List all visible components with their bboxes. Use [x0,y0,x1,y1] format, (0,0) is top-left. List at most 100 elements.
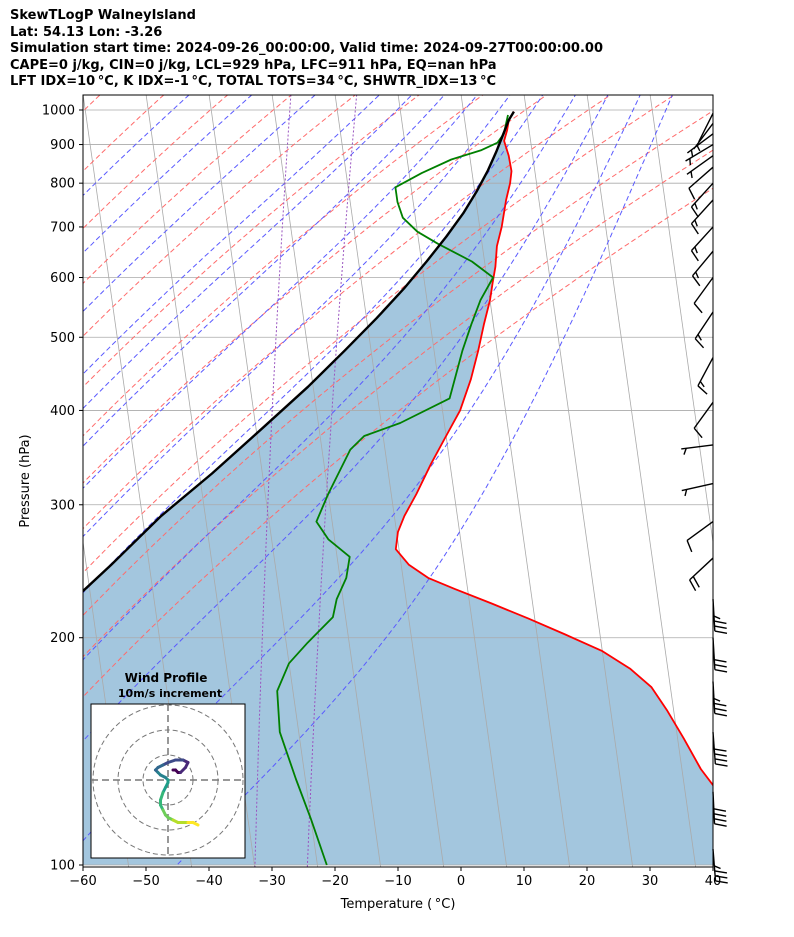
sounding-profiles [83,110,713,866]
dry-adiabat-line [83,95,548,484]
isotherm-line [397,95,508,867]
skewt-plot-area [83,95,713,867]
wind-barb-flag [696,144,701,152]
wind-barb-shaft [697,357,714,387]
x-tick-label: −10 [384,874,411,889]
station-location: Lat: 54.13 Lon: -3.26 [10,24,163,40]
wind-barb [690,182,714,218]
moist-adiabat-line [83,95,316,313]
wind-barb-flag [693,302,703,314]
wind-barb-flag [686,540,693,553]
y-tick-label: 200 [50,631,75,646]
wind-barb-flag [713,697,721,702]
wind-barb [690,226,714,262]
wind-barb-flag [693,427,703,439]
hodograph-plot [91,704,245,858]
wind-barb-flag [684,489,688,497]
wind-barb-flag [714,620,727,625]
wind-barb-shaft [688,166,714,189]
isotherm-line [649,95,713,545]
y-tick-label: 800 [50,177,75,192]
wind-barb-flag [714,702,727,707]
dry-adiabats [83,95,713,698]
wind-barb-shaft [681,444,714,450]
y-axis-label: Pressure (hPa) [18,434,33,527]
wind-barb [712,637,728,673]
wind-barb-flag [689,158,692,166]
wind-barb-flag [714,658,727,663]
wind-barb-flag [690,171,693,179]
wind-barb-flag [714,712,728,717]
figure-header: SkewTLogP WalneyIsland Lat: 54.13 Lon: -… [10,8,790,91]
moist-adiabat-line [83,95,446,447]
wind-barb-flag [694,246,698,254]
hodograph-subtitle: 10m/s increment [118,687,222,700]
wind-barb [697,357,714,395]
wind-barb-flag [714,668,728,673]
wind-barb-flag [683,448,687,455]
wind-barb [712,731,728,767]
dry-adiabat-line [83,95,420,388]
y-tick-label: 100 [50,859,75,874]
wind-barb [712,599,728,635]
wind-barb-shaft [690,199,714,225]
wind-barb-shaft [693,122,714,150]
wind-barb-flag [714,748,727,752]
x-tick-label: 40 [705,874,722,889]
isotherm-line [523,95,634,867]
wind-barb-flag [692,576,700,588]
dry-adiabat-line [83,149,713,658]
wind-barb-flag [714,823,727,827]
mixing-ratio-line [254,95,292,867]
wind-barb-flag [694,219,698,227]
stability-parameters: CAPE=0 j/kg, CIN=0 j/kg, LCL=929 hPa, LF… [10,57,497,73]
wind-barb-flag [697,385,708,395]
wind-barb-shaft [690,226,714,252]
wind-barb-flag [694,338,705,349]
moist-adiabat-line [83,95,609,742]
hodograph-inset: Wind Profile 10m/s increment [90,671,246,859]
wind-barb [690,199,714,235]
wind-barb-flag [713,615,721,620]
y-tick-label: 900 [50,138,75,153]
wind-barb-flag [715,875,728,879]
moist-adiabat-line [83,95,511,538]
isotherm-line [334,95,445,867]
wind-barb-flag [690,250,699,262]
wind-barb-shaft [698,112,714,143]
wind-barb-flag [691,275,701,287]
wind-barb [686,133,714,157]
wind-barb-flag [697,334,702,341]
wind-barb [694,311,714,349]
dry-adiabat-line [83,95,165,172]
wind-barb-flag [695,271,700,279]
wind-barb-flag [688,579,697,592]
parcel-path-line [83,110,515,593]
hodograph-title: Wind Profile [125,671,208,685]
wind-barb-shaft [689,557,714,581]
wind-barb-flag [714,753,727,757]
wind-barb-shaft [694,311,714,340]
wind-barb [686,521,714,553]
isotherm-line [586,95,697,867]
moist-adiabat-line [176,95,673,866]
wind-barb [693,277,714,314]
hodograph-trace-segment [191,821,200,827]
mixing-ratio-line [306,95,358,867]
wind-barb-flag [690,223,699,235]
simulation-times: Simulation start time: 2024-09-26_00:00:… [10,41,603,56]
dewpoint-profile-line [276,114,509,866]
wind-barb-flag [714,870,728,874]
wind-barb-flag [694,202,698,210]
x-tick-label: −60 [69,874,96,889]
wind-barb-shaft [686,155,714,175]
wind-barbs [681,112,728,884]
wind-barb-flag [713,808,727,812]
stability-indices: LFT IDX=10 °C, K IDX=-1 °C, TOTAL TOTS=3… [10,74,497,89]
x-tick-label: 0 [457,874,465,889]
wind-barb-flag [715,880,728,884]
wind-barb-flag [713,813,727,817]
x-tick-label: −30 [258,874,285,889]
dry-adiabat-line [83,95,293,285]
